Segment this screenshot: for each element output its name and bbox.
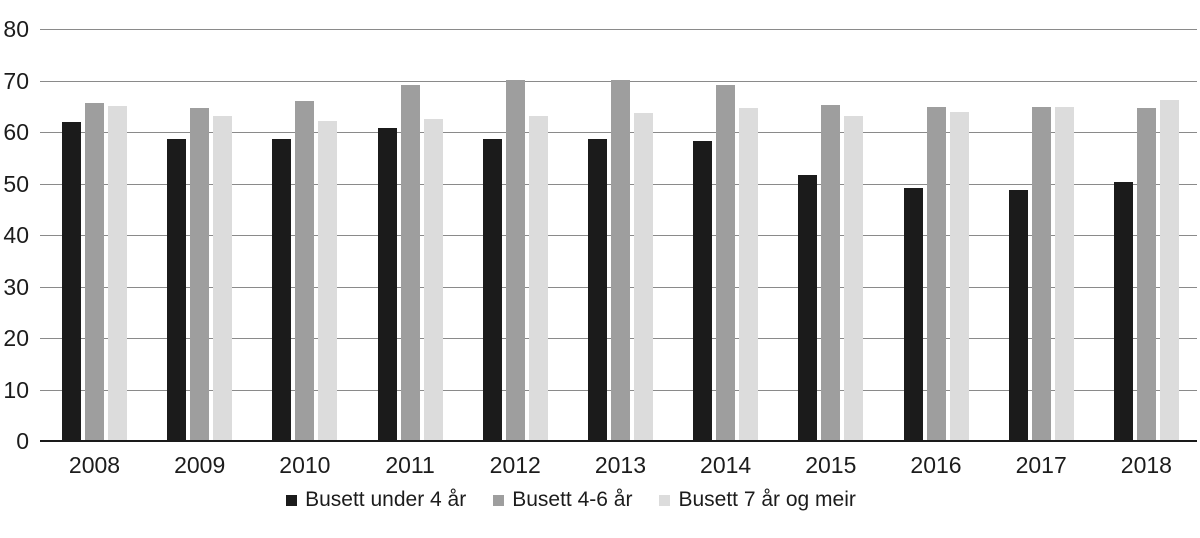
x-axis-line: [40, 440, 1197, 442]
bar-2009-busett-7-r-og-meir: [213, 116, 233, 441]
bar-2014-busett-under-4-r: [693, 141, 713, 441]
bar-2008-busett-4-6-r: [85, 103, 104, 441]
gridline-80: [40, 29, 1197, 30]
x-tick-label-2016: 2016: [910, 452, 962, 478]
bar-group-2008: 2008: [62, 29, 127, 478]
bar-2009-busett-4-6-r: [190, 107, 210, 441]
bar-2010-busett-4-6-r: [295, 100, 315, 441]
bar-2015-busett-7-r-og-meir: [844, 115, 864, 441]
bar-group-2009: 2009: [167, 29, 233, 478]
y-tick-label-30: 30: [3, 273, 29, 300]
bar-group-2016: 2016: [903, 29, 969, 478]
bar-2013-busett-under-4-r: [587, 139, 607, 441]
bar-2011-busett-4-6-r: [400, 84, 420, 441]
bar-2015-busett-4-6-r: [821, 104, 841, 441]
bar-2011-busett-under-4-r: [377, 128, 397, 441]
bar-group-2011: 2011: [377, 29, 443, 478]
bar-2018-busett-7-r-og-meir: [1159, 100, 1179, 441]
bar-2008-busett-under-4-r: [62, 121, 81, 441]
bar-2010-busett-under-4-r: [272, 139, 292, 441]
x-tick-label-2014: 2014: [700, 452, 752, 478]
y-tick-label-0: 0: [16, 428, 29, 454]
bar-2017-busett-under-4-r: [1008, 189, 1028, 441]
y-tick-label-80: 80: [3, 16, 29, 42]
x-tick-label-2011: 2011: [385, 452, 435, 478]
bar-2018-busett-4-6-r: [1136, 107, 1156, 441]
y-tick-label-40: 40: [3, 222, 29, 248]
bar-2018-busett-under-4-r: [1113, 182, 1133, 441]
x-tick-label-2009: 2009: [174, 452, 226, 478]
bar-2017-busett-7-r-og-meir: [1054, 107, 1074, 441]
y-tick-label-10: 10: [3, 376, 29, 403]
x-tick-label-2008: 2008: [68, 452, 121, 478]
x-tick-label-2010: 2010: [279, 452, 331, 478]
bar-2010-busett-7-r-og-meir: [318, 121, 338, 441]
bar-group-2017: 2017: [1008, 29, 1074, 478]
bar-2016-busett-4-6-r: [926, 107, 946, 441]
bar-group-2012: 2012: [482, 29, 548, 478]
y-tick-label-70: 70: [3, 67, 29, 94]
x-tick-label-2012: 2012: [489, 452, 541, 478]
bar-2008-busett-7-r-og-meir: [108, 105, 127, 441]
bar-2013-busett-7-r-og-meir: [633, 113, 653, 441]
legend-item-busett-4-6-ar: Busett 4-6 år: [493, 488, 632, 512]
bar-2016-busett-under-4-r: [903, 187, 923, 441]
legend-item-busett-under-4-ar: Busett under 4 år: [286, 488, 466, 512]
bar-2016-busett-7-r-og-meir: [949, 112, 969, 441]
legend-swatch-busett-7-ar-og-meir-icon: [659, 494, 671, 506]
legend-label-busett-under-4-ar: Busett under 4 år: [305, 488, 467, 511]
chart-legend: Busett under 4 år Busett 4-6 år Busett 7…: [0, 488, 1142, 512]
x-tick-label-2013: 2013: [594, 452, 647, 478]
bar-2012-busett-7-r-og-meir: [528, 116, 548, 441]
bar-2014-busett-4-6-r: [716, 84, 736, 441]
legend-label-busett-4-6-ar: Busett 4-6 år: [512, 488, 633, 511]
legend-label-busett-7-ar-og-meir: Busett 7 år og meir: [678, 488, 856, 511]
plot-area: 2008 2009 2010 2011 2012 2013 2014 2015 2016 2017…: [62, 29, 1179, 478]
legend-item-busett-7-ar-og-meir: Busett 7 år og meir: [659, 488, 856, 512]
x-tick-label-2015: 2015: [805, 452, 857, 478]
legend-swatch-busett-under-4-ar-icon: [286, 494, 298, 506]
bar-group-2010: 2010: [272, 29, 338, 478]
bar-2013-busett-4-6-r: [610, 80, 630, 441]
bar-group-2015: 2015: [798, 29, 864, 478]
y-tick-label-20: 20: [3, 325, 29, 351]
x-tick-label-2018: 2018: [1120, 452, 1172, 478]
bar-2015-busett-under-4-r: [798, 175, 818, 441]
bar-group-2013: 2013: [587, 29, 653, 478]
y-tick-label-50: 50: [3, 170, 29, 197]
bar-group-2018: 2018: [1113, 29, 1179, 478]
bar-2011-busett-7-r-og-meir: [423, 118, 443, 441]
bar-2017-busett-4-6-r: [1031, 107, 1051, 441]
y-tick-label-60: 60: [3, 119, 29, 145]
legend-swatch-busett-4-6-ar-icon: [493, 494, 505, 506]
bar-2014-busett-7-r-og-meir: [739, 107, 759, 441]
bar-group-2014: 2014: [693, 29, 759, 478]
bar-2012-busett-4-6-r: [505, 80, 525, 441]
bar-2009-busett-under-4-r: [167, 139, 187, 441]
x-tick-label-2017: 2017: [1015, 452, 1067, 478]
bar-2012-busett-under-4-r: [482, 139, 502, 441]
